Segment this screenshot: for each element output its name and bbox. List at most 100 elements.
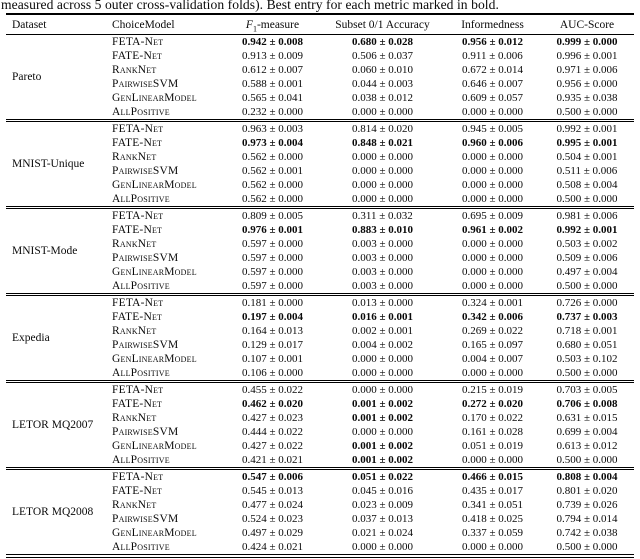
metric-value: 0.703 ± 0.005 [556,383,618,396]
metric-value: 0.106 ± 0.000 [241,366,304,379]
metric-value: 0.509 ± 0.006 [556,251,618,264]
metric-value: 0.976 ± 0.001 [241,223,304,236]
choice-model-label: RankNet [112,150,157,163]
table-row: PairwiseSVM 0.588 ± 0.001 0.044 ± 0.003 0.6… [6,77,634,91]
table-row: PairwiseSVM 0.597 ± 0.000 0.003 ± 0.000 0.0… [6,251,634,265]
metric-value: 0.341 ± 0.051 [461,498,524,511]
choice-model-label: FETA-Net [112,296,164,309]
choice-model-label: AllPositive [112,105,170,118]
metric-value: 0.424 ± 0.021 [241,540,304,553]
metric-value: 0.504 ± 0.001 [556,150,618,163]
table-row: PairwiseSVM 0.129 ± 0.017 0.004 ± 0.002 0.1… [6,338,634,352]
metric-value: 0.197 ± 0.004 [241,310,304,323]
metric-value: 0.000 ± 0.000 [351,425,414,438]
metric-value: 0.524 ± 0.023 [241,512,304,525]
choice-model-label: PairwiseSVM [112,338,179,351]
metric-value: 0.455 ± 0.022 [241,383,304,396]
metric-value: 0.444 ± 0.022 [241,425,304,438]
dataset-group: LETOR MQ2008 FETA-Net 0.547 ± 0.006 0.051 ±… [6,468,634,557]
results-table: Dataset ChoiceModel F1-measure Subset 0/… [6,13,634,558]
choice-model-label: GenLinearModel [112,265,197,278]
metric-value: 0.737 ± 0.003 [556,310,618,323]
metric-value: 0.613 ± 0.012 [556,439,618,452]
metric-value: 0.000 ± 0.000 [461,279,524,292]
metric-value: 0.503 ± 0.002 [556,237,618,250]
metric-value: 0.164 ± 0.013 [241,324,304,337]
metric-value: 0.981 ± 0.006 [556,209,618,222]
metric-value: 0.044 ± 0.003 [351,77,414,90]
table-row: Pareto FETA-Net 0.942 ± 0.008 0.680 ± 0.028… [6,35,634,83]
metric-value: 0.337 ± 0.059 [461,526,524,539]
choice-model-label: GenLinearModel [112,91,197,104]
metric-value: 0.973 ± 0.004 [241,136,304,149]
choice-model-label: GenLinearModel [112,352,197,365]
metric-value: 0.500 ± 0.000 [556,540,618,553]
metric-value: 0.706 ± 0.008 [556,397,618,410]
metric-value: 0.996 ± 0.001 [556,49,618,62]
metric-value: 0.742 ± 0.038 [556,526,618,539]
metric-value: 0.497 ± 0.029 [241,526,304,539]
metric-value: 0.814 ± 0.020 [351,122,414,135]
metric-value: 0.000 ± 0.000 [461,251,524,264]
metric-value: 0.960 ± 0.006 [461,136,524,149]
metric-value: 0.000 ± 0.000 [351,352,414,365]
metric-value: 0.418 ± 0.025 [461,512,524,525]
metric-value: 0.045 ± 0.016 [351,484,414,497]
f1-symbol: F [245,19,253,31]
metric-value: 0.051 ± 0.019 [461,439,524,452]
dataset-label: Expedia [12,331,50,344]
metric-value: 0.000 ± 0.000 [461,192,524,205]
metric-value: 0.060 ± 0.010 [351,63,414,76]
metric-value: 0.597 ± 0.000 [241,279,304,292]
table-row: MNIST-Unique FETA-Net 0.963 ± 0.003 0.814 ±… [6,121,634,170]
metric-value: 0.597 ± 0.000 [241,251,304,264]
metric-value: 0.956 ± 0.012 [461,35,524,48]
metric-value: 0.324 ± 0.001 [461,296,524,309]
metric-value: 0.500 ± 0.000 [556,366,618,379]
metric-value: 0.000 ± 0.000 [351,164,414,177]
metric-value: 0.001 ± 0.002 [351,411,414,424]
metric-value: 0.165 ± 0.097 [461,338,524,351]
table-row: LETOR MQ2007 FETA-Net 0.455 ± 0.022 0.000 ±… [6,382,634,431]
metric-value: 0.002 ± 0.001 [351,324,414,337]
metric-value: 0.500 ± 0.000 [556,192,618,205]
metric-value: 0.000 ± 0.000 [461,366,524,379]
metric-value: 0.342 ± 0.006 [461,310,524,323]
metric-value: 0.038 ± 0.012 [351,91,414,104]
metric-value: 0.269 ± 0.022 [461,324,524,337]
table-row: RankNet 0.612 ± 0.007 0.060 ± 0.010 0.672 ±… [6,63,634,77]
metric-value: 0.003 ± 0.000 [351,237,414,250]
metric-value: 0.000 ± 0.000 [461,265,524,278]
metric-value: 0.427 ± 0.022 [241,439,304,452]
choice-model-label: RankNet [112,411,157,424]
choice-model-label: AllPositive [112,366,170,379]
metric-value: 0.435 ± 0.017 [461,484,524,497]
choice-model-label: FATE-Net [112,310,163,323]
metric-value: 0.945 ± 0.005 [461,122,524,135]
metric-value: 0.588 ± 0.001 [241,77,304,90]
metric-value: 0.477 ± 0.024 [241,498,304,511]
metric-value: 0.003 ± 0.000 [351,265,414,278]
metric-value: 0.161 ± 0.028 [461,425,524,438]
table-row: AllPositive 0.106 ± 0.000 0.000 ± 0.000 0.0… [6,366,634,382]
header-informedness: Informedness [445,14,540,35]
metric-value: 0.511 ± 0.006 [556,164,618,177]
table-row: PairwiseSVM 0.562 ± 0.001 0.000 ± 0.000 0.0… [6,164,634,178]
choice-model-label: FATE-Net [112,136,163,149]
choice-model-label: GenLinearModel [112,178,197,191]
table-caption: measured across 5 outer cross-validation… [1,0,499,12]
metric-value: 0.000 ± 0.000 [461,105,524,118]
f1-suffix: -measure [256,19,300,31]
metric-value: 0.000 ± 0.000 [351,178,414,191]
choice-model-label: RankNet [112,498,157,511]
table-row: FATE-Net 0.197 ± 0.004 0.016 ± 0.001 0.342 … [6,310,634,324]
metric-value: 0.000 ± 0.000 [461,453,524,466]
table-row: Expedia FETA-Net 0.181 ± 0.000 0.013 ± 0.00… [6,295,634,344]
table-row: LETOR MQ2008 FETA-Net 0.547 ± 0.006 0.051 ±… [6,469,634,518]
metric-value: 0.000 ± 0.000 [351,540,414,553]
metric-value: 0.631 ± 0.015 [556,411,618,424]
metric-value: 0.808 ± 0.004 [556,470,618,483]
table-row: RankNet 0.164 ± 0.013 0.002 ± 0.001 0.269 ±… [6,324,634,338]
metric-value: 0.003 ± 0.000 [351,251,414,264]
dataset-group: Expedia FETA-Net 0.181 ± 0.000 0.013 ± 0.00… [6,294,634,382]
